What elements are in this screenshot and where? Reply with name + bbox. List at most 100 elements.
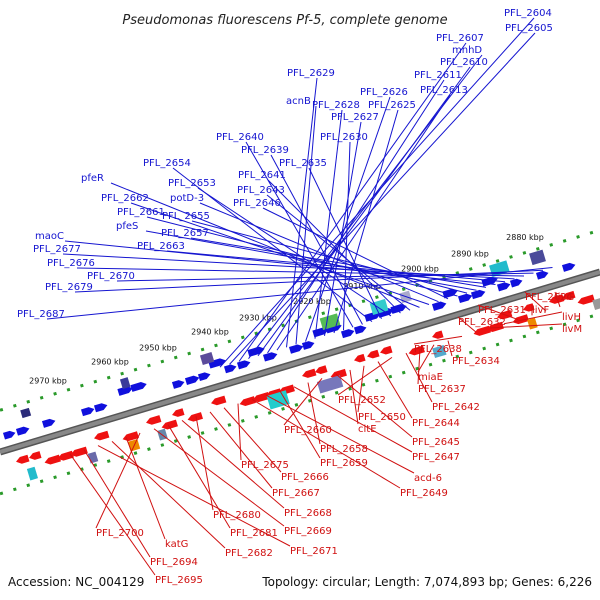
forward-leader-line [314, 109, 343, 339]
reverse-leader-line [181, 419, 285, 509]
reverse-leader-line [251, 398, 401, 489]
reverse-gene-label: PFL_2624 [525, 292, 573, 303]
feature-block [26, 466, 39, 481]
forward-gene-arrow [288, 344, 304, 354]
feature-block [20, 407, 32, 419]
reverse-gene-label: PFL_2649 [400, 488, 448, 499]
reverse-leader-line [357, 365, 365, 413]
reverse-gene-label: PFL_2650 [358, 412, 406, 423]
feature-block [489, 260, 510, 278]
forward-gene-label: PFL_2654 [143, 158, 191, 169]
reverse-leader-line [377, 361, 413, 419]
reverse-gene-label: PFL_2638 [414, 344, 462, 355]
forward-gene-label: PFL_2640 [216, 132, 264, 143]
reverse-leader-line [405, 352, 433, 403]
forward-gene-label: PFL_2657 [161, 228, 209, 239]
reverse-gene-arrow [354, 353, 366, 363]
reverse-gene-arrow [408, 345, 425, 356]
forward-gene-label: PFL_2670 [87, 271, 135, 282]
forward-gene-arrow [470, 289, 486, 300]
reverse-gene-arrow [486, 321, 504, 332]
kbp-tick-label: 2950 kbp [139, 343, 177, 352]
forward-leader-line [324, 121, 362, 336]
reverse-gene-arrow [44, 454, 61, 465]
reverse-gene-label: livF [532, 305, 549, 316]
reverse-gene-arrow [57, 450, 74, 461]
reverse-gene-arrow [432, 330, 444, 339]
forward-leader-line [276, 94, 451, 351]
forward-gene-label: PFL_2604 [504, 8, 552, 19]
forward-gene-label: pfeR [81, 173, 104, 184]
reverse-gene-label: katG [165, 539, 188, 550]
forward-gene-arrow [340, 329, 355, 339]
reverse-leader-line [554, 291, 561, 308]
genome-backbone [0, 270, 600, 454]
feature-block [432, 344, 447, 359]
forward-gene-arrow [442, 288, 458, 299]
reverse-gene-label: PFL_2632 [458, 317, 506, 328]
reverse-leader-line [283, 378, 323, 426]
reverse-gene-label: PFL_2667 [272, 488, 320, 499]
forward-gene-label: PFL_2687 [17, 309, 65, 320]
forward-gene-label: acnB [286, 96, 311, 107]
reverse-leader-line [167, 424, 231, 529]
forward-leader-line [267, 79, 445, 354]
forward-gene-arrow [496, 282, 511, 292]
forward-gene-label: PFL_2626 [360, 87, 408, 98]
reverse-leader-line [337, 356, 393, 396]
reverse-leader-line [279, 390, 321, 459]
reverse-gene-label: livM [562, 324, 582, 335]
reverse-leader-line [335, 373, 413, 438]
forward-gene-arrow [481, 276, 498, 287]
tracks [0, 228, 600, 496]
forward-gene-arrow [509, 278, 523, 288]
reverse-gene-arrow [239, 396, 256, 407]
accession-text: Accession: NC_004129 [8, 575, 144, 589]
forward-gene-label: PFL_2643 [237, 185, 285, 196]
forward-gene-label: PFL_2613 [420, 85, 468, 96]
reverse-gene-label: PFL_2647 [412, 452, 460, 463]
forward-leader-line [262, 207, 449, 300]
reverse-leader-line [97, 445, 291, 547]
forward-leader-line [266, 194, 411, 311]
forward-leader-line [197, 187, 392, 317]
feature-block [316, 375, 344, 394]
reverse-gene-arrow [302, 368, 317, 378]
reverse-gene-label: PFL_2642 [432, 402, 480, 413]
reverse-gene-label: PFL_2671 [290, 546, 338, 557]
reverse-gene-label: PFL_2658 [320, 444, 368, 455]
forward-leader-line [245, 141, 354, 328]
forward-gene-arrow [431, 301, 447, 311]
forward-gene-label: PFL_2661 [117, 207, 165, 218]
forward-gene-arrow [93, 403, 108, 413]
reverse-leader-line [293, 386, 413, 453]
forward-gene-arrow [247, 346, 265, 357]
forward-gene-label: PFL_2676 [47, 258, 95, 269]
forward-leader-line [295, 105, 317, 345]
reverse-gene-label: PFL_2681 [230, 528, 278, 539]
forward-gene-label: PFL_2663 [137, 241, 185, 252]
forward-gene-arrow [535, 270, 549, 280]
feature-block [529, 249, 546, 266]
forward-gene-arrow [2, 430, 16, 440]
reverse-gene-label: livG [555, 292, 574, 303]
kbp-tick-label: 2930 kbp [239, 313, 277, 322]
feature-block [119, 377, 131, 390]
forward-gene-arrow [223, 364, 237, 374]
forward-gene-arrow [130, 382, 147, 392]
reverse-leader-line [307, 382, 321, 445]
reverse-leader-line [349, 369, 359, 425]
forward-gene-label: mnhD [452, 45, 482, 56]
kbp-tick-label: 2880 kbp [506, 233, 544, 242]
reverse-gene-arrow [577, 294, 595, 305]
reverse-gene-arrow [187, 412, 203, 422]
reverse-gene-label: PFL_2669 [284, 526, 332, 537]
forward-leader-line [308, 167, 382, 319]
reverse-leader-line [111, 441, 226, 549]
reverse-gene-label: PFL_2694 [150, 557, 198, 568]
reverse-leader-line [417, 344, 435, 373]
forward-leader-line [46, 266, 553, 320]
